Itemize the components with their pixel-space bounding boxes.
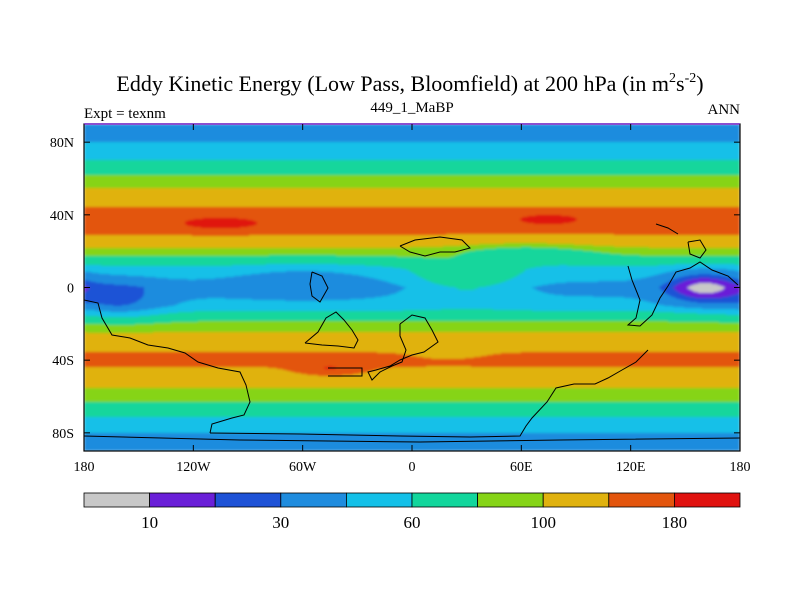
colorbar-label: 60 <box>404 513 421 532</box>
x-tick-label: 120E <box>616 460 646 475</box>
colorbar-label: 30 <box>272 513 289 532</box>
colorbar-swatch <box>345 492 413 508</box>
case-label: 449_1_MaBP <box>370 100 453 116</box>
africa-outline <box>367 314 439 381</box>
x-tick-label: 180 <box>730 460 751 475</box>
eke-field <box>84 124 740 451</box>
colorbar-swatch <box>411 492 478 508</box>
y-tick-label: 80N <box>50 136 74 151</box>
y-tick-label: 40N <box>50 209 74 224</box>
pacific-island-outline <box>687 239 707 259</box>
chart-title: Eddy Kinetic Energy (Low Pass, Bloomfiel… <box>116 71 703 96</box>
axis-ticks: 180 120W 60W 0 60E 120E 180 80N 40N 0 40S 80S <box>50 124 751 475</box>
x-tick-label: 180 <box>74 460 95 475</box>
colorbar-label: 100 <box>530 513 556 532</box>
x-tick-label: 60W <box>289 460 317 475</box>
colorbar: 10 30 60 100 180 <box>83 492 741 532</box>
colorbar-label: 10 <box>141 513 158 532</box>
colorbar-swatch <box>149 492 216 508</box>
south-america-east-outline <box>304 311 359 349</box>
colorbar-swatch <box>674 492 741 508</box>
southern-ocean-outline <box>84 435 740 443</box>
south-atlantic-island-outline <box>328 367 363 377</box>
new-guinea-outline <box>655 223 679 235</box>
y-tick-label: 0 <box>67 282 74 297</box>
eurasia-outline <box>399 236 471 257</box>
central-america-outline <box>309 271 329 303</box>
season-label: ANN <box>708 102 741 118</box>
colorbar-swatch <box>542 492 610 508</box>
y-tick-label: 80S <box>52 427 74 442</box>
experiment-label: Expt = texnm <box>84 106 166 122</box>
colorbar-label: 180 <box>662 513 688 532</box>
y-tick-label: 40S <box>52 354 74 369</box>
antarctic-coast-outline <box>209 349 649 438</box>
colorbar-swatch <box>477 492 544 508</box>
colorbar-swatch <box>83 492 150 508</box>
continent-outlines <box>84 223 740 443</box>
maritime-continent-outline <box>626 261 739 327</box>
colorbar-swatch <box>280 492 347 508</box>
south-america-west-outline <box>84 299 251 434</box>
colorbar-swatch <box>214 492 282 508</box>
x-tick-label: 0 <box>409 460 416 475</box>
x-tick-label: 60E <box>510 460 533 475</box>
colorbar-swatch <box>608 492 675 508</box>
x-tick-label: 120W <box>176 460 211 475</box>
